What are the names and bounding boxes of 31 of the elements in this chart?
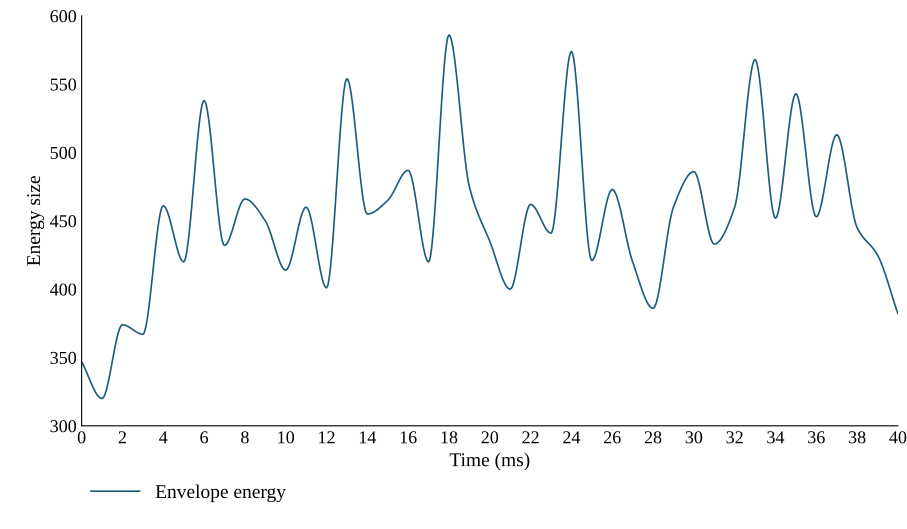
- x-tick-label: 22: [522, 431, 539, 444]
- y-tick-label: 350: [50, 352, 76, 364]
- x-tick-label: 36: [808, 431, 825, 444]
- y-tick-label: 550: [50, 78, 76, 91]
- x-tick-label: 32: [726, 431, 743, 444]
- x-tick-label: 2: [118, 431, 126, 444]
- y-tick-label: 450: [50, 215, 76, 228]
- x-tick-label: 10: [278, 431, 294, 444]
- x-tick-label: 30: [686, 431, 702, 444]
- y-tick-label: 400: [50, 283, 76, 296]
- x-tick-label: 18: [442, 431, 458, 444]
- x-axis-title: Time (ms): [450, 452, 530, 470]
- x-tick-label: 12: [319, 431, 335, 444]
- y-tick-label: 300: [50, 420, 76, 432]
- x-tick-label: 28: [644, 431, 662, 444]
- legend-label: Envelope energy: [156, 484, 286, 502]
- x-tick-label: 4: [159, 431, 168, 444]
- x-tick-label: 14: [360, 431, 376, 444]
- x-tick-label: 34: [767, 431, 784, 444]
- x-tick-label: 8: [241, 431, 249, 444]
- x-tick-label: 6: [200, 431, 208, 444]
- y-tick-label: 500: [50, 146, 76, 159]
- x-tick-label: 26: [604, 431, 621, 444]
- x-tick-label: 38: [848, 431, 866, 444]
- x-tick-label: 40: [889, 431, 906, 444]
- x-tick-label: 20: [482, 431, 498, 444]
- x-tick-label: 16: [400, 431, 417, 444]
- x-tick-label: 24: [563, 431, 580, 444]
- y-axis-title: Energy size: [27, 176, 44, 266]
- x-tick-label: 0: [78, 431, 86, 444]
- y-tick-label: 600: [50, 10, 76, 22]
